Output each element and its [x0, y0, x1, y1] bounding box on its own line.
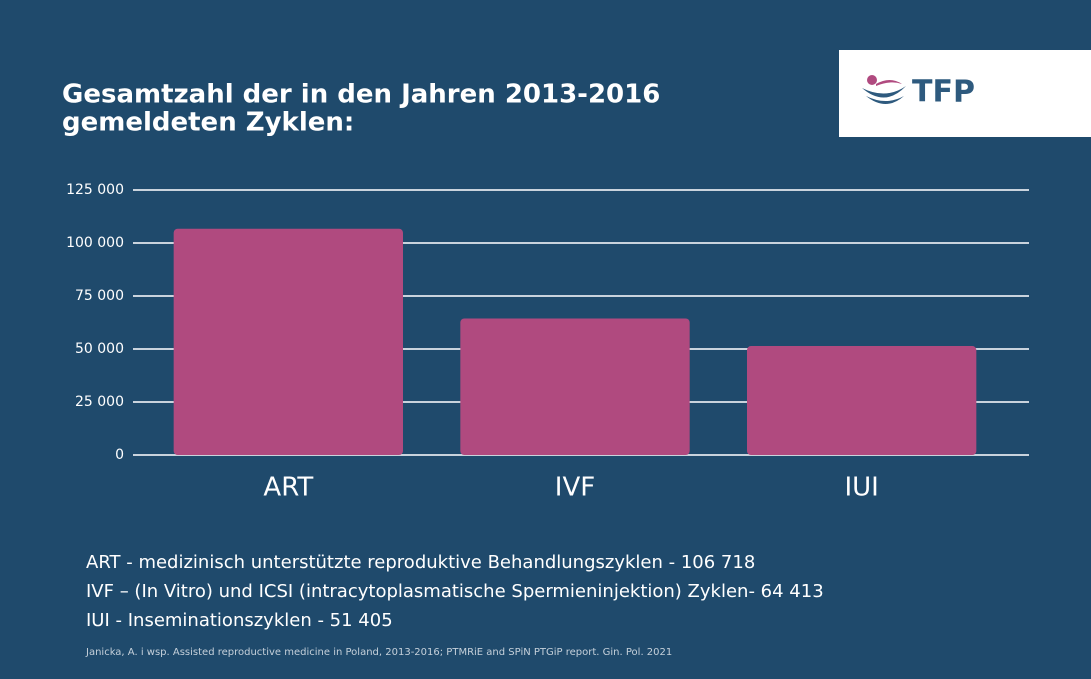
logo-icon: [876, 80, 902, 86]
chart-title: Gesamtzahl der in den Jahren 2013-2016: [62, 80, 660, 110]
logo: TFP: [839, 50, 1091, 137]
y-tick-label: 0: [115, 447, 124, 463]
bar: [460, 318, 690, 455]
y-tick-label: 50 000: [75, 341, 124, 357]
bar: [747, 346, 977, 455]
x-tick-label: ART: [263, 473, 313, 503]
bar: [173, 228, 403, 455]
logo-icon: [867, 75, 877, 85]
logo-text: TFP: [912, 75, 975, 110]
chart-title: gemeldeten Zyklen:: [62, 108, 354, 138]
y-tick-label: 100 000: [66, 235, 124, 251]
source: Janicka, A. i wsp. Assisted reproductive…: [85, 647, 672, 658]
note: IUI - Inseminationszyklen - 51 405: [86, 610, 393, 631]
y-tick-label: 25 000: [75, 394, 124, 410]
logo-icon: [866, 96, 904, 104]
y-tick-label: 125 000: [66, 182, 124, 198]
y-tick-label: 75 000: [75, 288, 124, 304]
note: ART - medizinisch unterstützte reprodukt…: [86, 552, 755, 573]
x-tick-label: IVF: [555, 473, 595, 503]
logo-icon: [862, 86, 906, 98]
note: IVF – (In Vitro) und ICSI (intracytoplas…: [86, 581, 824, 602]
x-tick-label: IUI: [844, 473, 878, 503]
